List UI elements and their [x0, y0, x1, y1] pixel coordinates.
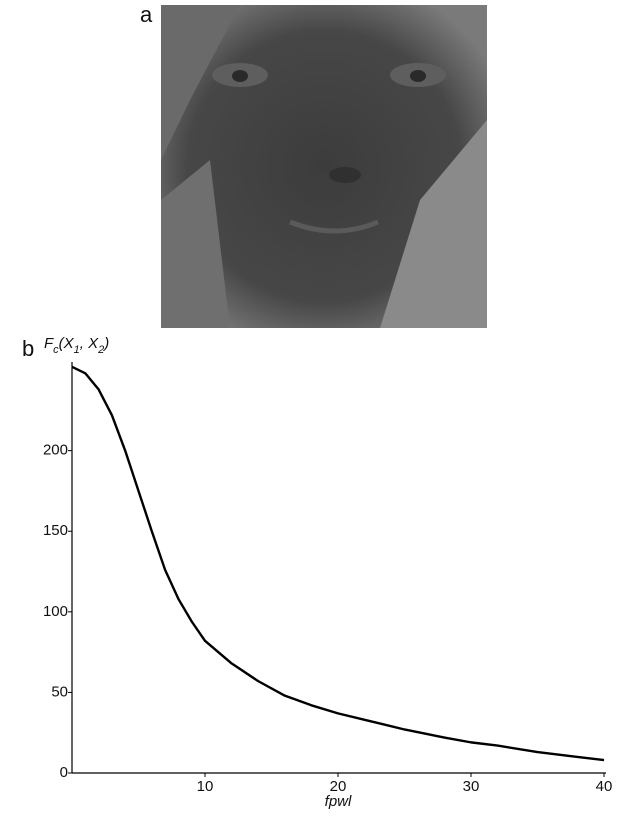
- x-tick-label: 30: [463, 778, 480, 795]
- y-tick-label: 150: [43, 522, 68, 539]
- y-axis-label: Fc(X1, X2): [44, 335, 109, 356]
- y-tick-label: 50: [51, 683, 68, 700]
- y-axis-label-part: ): [102, 335, 109, 352]
- image: [161, 5, 487, 328]
- y-axis-label-part: (X: [59, 335, 75, 352]
- panel-label: b: [22, 336, 34, 361]
- x-axis-label: fpwl: [325, 793, 352, 810]
- y-tick-label: 0: [60, 764, 68, 781]
- x-tick-label: 10: [197, 778, 214, 795]
- y-tick-label: 100: [43, 603, 68, 620]
- y-axis-label-part: c: [53, 344, 59, 356]
- y-tick-label: 200: [43, 442, 68, 459]
- y-axis-label-part: 1: [74, 344, 80, 356]
- y-axis-label-part: F: [44, 335, 54, 352]
- curve: [71, 365, 605, 762]
- x-tick-label: 20: [330, 778, 347, 795]
- y-axis-label-part: 2: [97, 344, 104, 356]
- x-tick-label: 40: [596, 778, 613, 795]
- panel-label: a: [140, 2, 153, 27]
- y-axis-label-part: , X: [80, 335, 99, 352]
